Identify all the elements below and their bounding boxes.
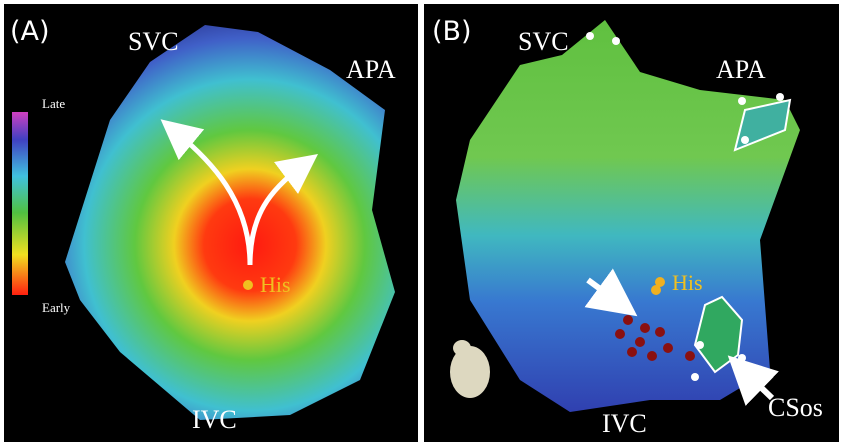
his-label: His [260,272,291,297]
ivc-label: IVC [192,405,237,434]
his-label: His [672,270,703,295]
svc-label: SVC [518,27,569,56]
svc-label: SVC [128,27,179,56]
figure: Late Early His (A) SVC APA IVC His [0,0,843,446]
his-marker [243,280,253,290]
panel-b: His (B) SVC APA IVC CSos [424,4,839,442]
panel-a: Late Early His (A) SVC APA IVC [4,4,418,442]
his-marker [651,285,661,295]
panel-label: (B) [432,16,472,47]
panel-label: (A) [10,16,50,47]
colorbar-bottom-label: Early [42,300,71,315]
apa-label: APA [346,55,396,84]
colorbar-top-label: Late [42,96,65,111]
colorbar [12,112,28,295]
apa-label: APA [716,55,766,84]
ivc-label: IVC [602,409,647,438]
csos-label: CSos [768,393,823,422]
